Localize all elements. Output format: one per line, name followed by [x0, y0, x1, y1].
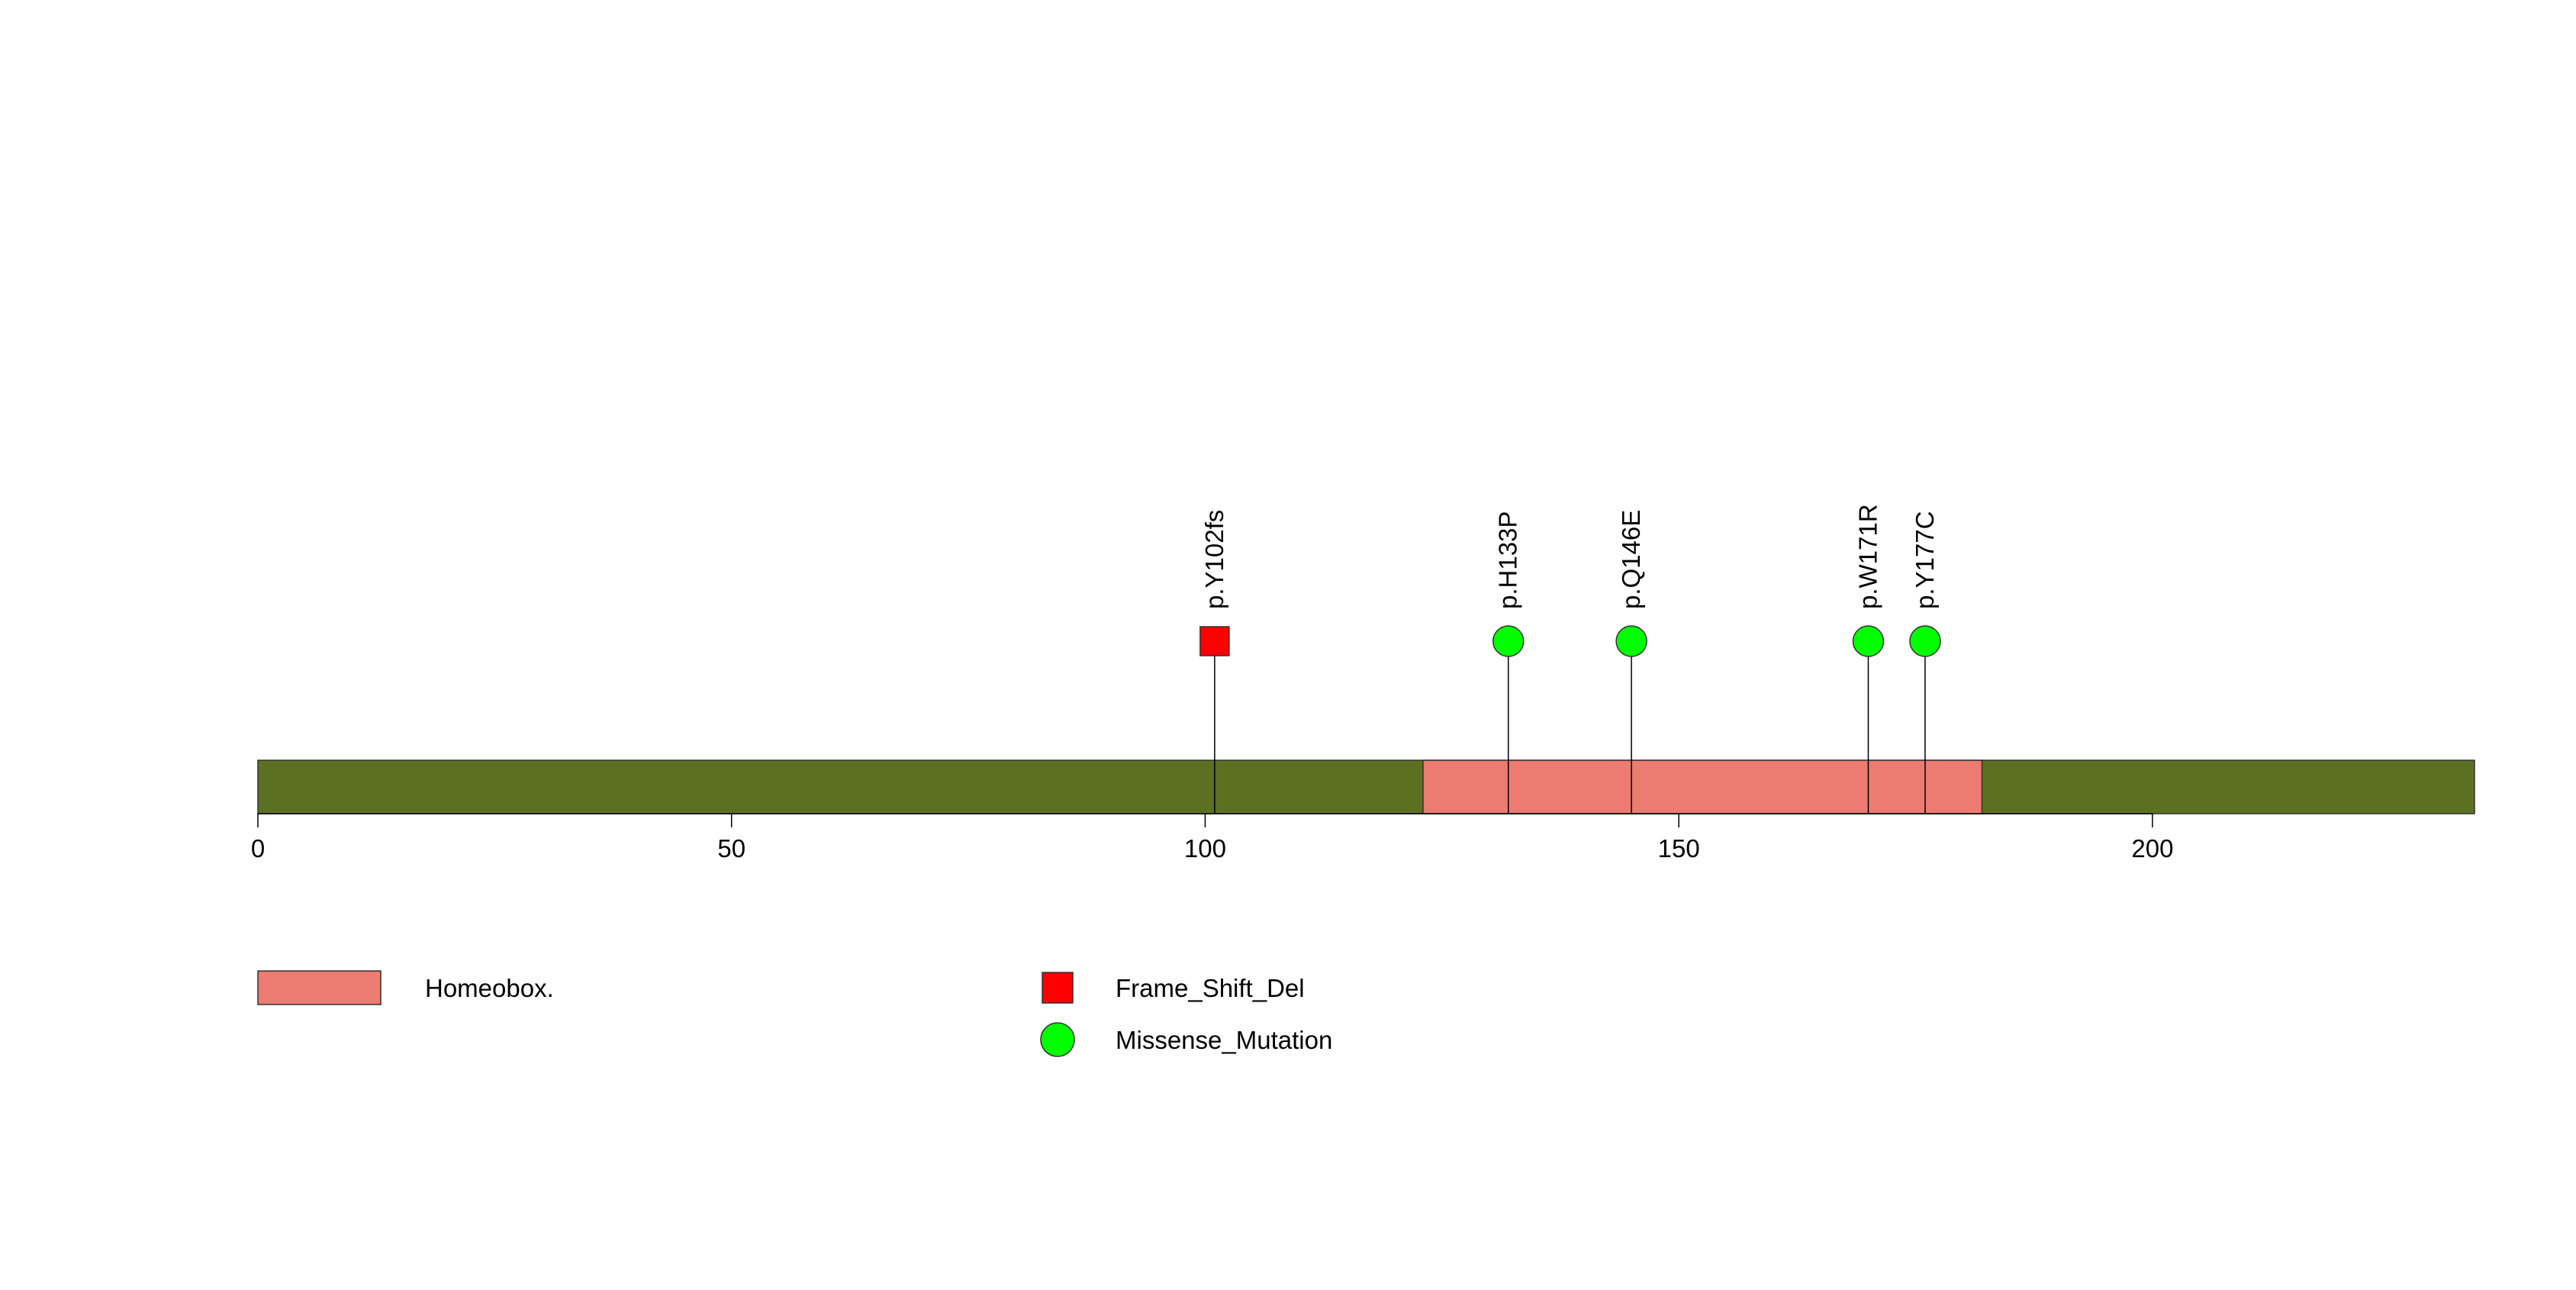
mutation-label: p.W171R — [1853, 504, 1882, 609]
x-axis-tick-label: 100 — [1184, 834, 1226, 863]
mutation-label-layer: p.Y102fs p.H133P p.Q146E p.W171R p.Y177C — [1200, 504, 1939, 609]
mutation-stem-layer — [1214, 641, 1926, 814]
protein-backbone-bar — [257, 759, 2475, 814]
mutation-marker-layer — [1199, 625, 1941, 657]
mutation-label: p.H133P — [1494, 511, 1522, 609]
x-axis: 0 50 100 150 200 — [251, 813, 2173, 863]
x-axis-tick-label: 150 — [1658, 834, 1700, 863]
domain-bar — [1422, 759, 1983, 814]
mutation-marker-circle — [1492, 625, 1525, 657]
legend: Homeobox. Frame_Shift_Del Missense_Mutatio… — [257, 970, 1332, 1057]
legend-square-icon — [1042, 972, 1074, 1004]
mutation-label: p.Y177C — [1911, 511, 1939, 609]
mutation-label: p.Q146E — [1617, 510, 1645, 609]
mutation-label: p.Y102fs — [1200, 510, 1228, 609]
mutation-marker-circle — [1615, 625, 1647, 657]
legend-domain-label: Homeobox. — [425, 974, 554, 1002]
mutation-marker-circle — [1909, 625, 1941, 657]
protein-backbone-layer — [257, 759, 2475, 814]
legend-circle-icon — [1040, 1022, 1075, 1057]
x-axis-tick-label: 200 — [2131, 834, 2173, 863]
legend-domain-swatch — [257, 970, 382, 1005]
x-axis-tick-label: 0 — [251, 834, 265, 863]
legend-mutation-label: Frame_Shift_Del — [1116, 974, 1305, 1002]
x-axis-tick-label: 50 — [717, 834, 745, 863]
mutation-marker-circle — [1852, 625, 1885, 657]
domain-layer — [1422, 759, 1983, 814]
legend-mutation-label: Missense_Mutation — [1116, 1026, 1332, 1054]
mutation-marker-square — [1199, 626, 1230, 656]
